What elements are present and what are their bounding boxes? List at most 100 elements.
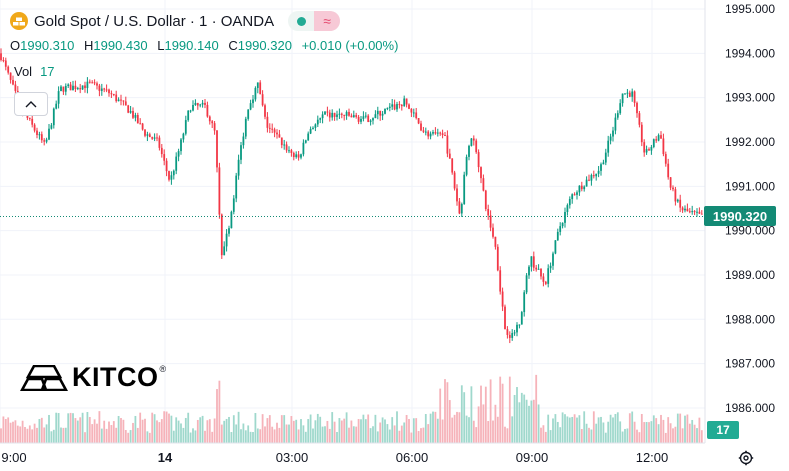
- volume-bar: [103, 420, 106, 443]
- wave-icon[interactable]: ≈: [314, 11, 341, 31]
- volume-bar: [14, 420, 17, 443]
- candle-body: [139, 123, 142, 125]
- gear-icon[interactable]: [738, 450, 754, 466]
- candle-body: [633, 91, 636, 103]
- volume-bar: [252, 432, 254, 443]
- candle-body: [316, 119, 319, 125]
- volume-bar: [400, 425, 403, 443]
- symbol-title[interactable]: Gold Spot / U.S. Dollar · 1 · OANDA: [34, 12, 275, 30]
- volume-bar: [2, 416, 5, 443]
- candle-body: [331, 112, 334, 118]
- collapse-legend-button[interactable]: [14, 92, 48, 116]
- close-value: 1990.320: [237, 38, 292, 53]
- volume-bar: [28, 425, 31, 443]
- candle-body: [470, 138, 473, 146]
- candle-body: [405, 98, 408, 105]
- candle-body: [384, 108, 386, 114]
- volume-bar: [31, 429, 34, 443]
- volume-bar: [60, 427, 62, 443]
- candle-body: [446, 135, 449, 154]
- candle-body: [165, 160, 168, 172]
- volume-bar: [151, 412, 154, 443]
- volume-bar: [559, 427, 562, 443]
- candle-body: [530, 256, 533, 267]
- candle-body: [261, 94, 264, 106]
- volume-bar: [136, 427, 139, 443]
- candle-body: [468, 145, 470, 157]
- candle-body: [232, 198, 235, 212]
- candle-body: [33, 124, 36, 131]
- volume-bar: [475, 427, 478, 443]
- candle-body: [115, 94, 118, 102]
- volume-bar: [302, 425, 305, 443]
- candle-body: [288, 150, 290, 152]
- candle-body: [571, 194, 574, 200]
- live-status-button[interactable]: [288, 11, 314, 31]
- volume-bar: [434, 411, 437, 443]
- volume-bar: [223, 420, 226, 443]
- volume-bar: [470, 386, 473, 443]
- volume-bar: [412, 418, 415, 443]
- volume-bar: [7, 417, 10, 443]
- candle-body: [492, 227, 494, 237]
- candle-body: [604, 152, 607, 163]
- candle-body: [612, 130, 614, 137]
- candle-body: [213, 123, 216, 131]
- candle-body: [684, 208, 686, 211]
- volume-bar: [477, 406, 480, 443]
- volume-bar: [568, 417, 571, 443]
- candle-body: [129, 111, 132, 113]
- candle-body: [256, 82, 259, 88]
- candle-body: [679, 199, 682, 208]
- candle-body: [31, 118, 34, 125]
- candle-body: [60, 86, 62, 92]
- candle-body: [588, 179, 590, 181]
- time-tick-label: 12:00: [636, 450, 669, 465]
- volume-bar: [309, 414, 312, 443]
- volume-bar: [684, 415, 686, 443]
- volume-bar: [52, 429, 55, 443]
- time-axis: 9:00 14 03:00 06:00 09:00 12:00: [1, 450, 668, 465]
- candle-body: [552, 253, 554, 266]
- candle-body: [300, 154, 302, 158]
- candle-body: [367, 115, 370, 122]
- volume-bar: [194, 430, 197, 443]
- volume-bar: [660, 414, 662, 443]
- candle-body: [700, 213, 703, 215]
- volume-bar: [436, 418, 439, 443]
- candle-body: [441, 133, 444, 136]
- volume-bar: [566, 416, 569, 443]
- candle-body: [408, 104, 410, 109]
- volume-bar: [283, 415, 286, 443]
- candle-body: [96, 83, 98, 86]
- volume-bar: [237, 411, 240, 443]
- volume-bar: [537, 404, 540, 443]
- candle-body: [631, 91, 634, 97]
- volume-bar: [312, 428, 314, 443]
- volume-bar: [544, 431, 547, 443]
- volume-bar: [93, 419, 96, 443]
- volume-bar: [338, 418, 341, 443]
- volume-bar: [643, 422, 646, 443]
- candle-body: [338, 113, 341, 115]
- volume-bar: [595, 423, 598, 443]
- logo-registered-mark: ®: [159, 364, 167, 374]
- volume-bar: [72, 413, 74, 443]
- candle-body: [108, 89, 110, 94]
- volume-bar: [556, 421, 559, 443]
- candle-body: [451, 158, 454, 173]
- candle-body: [662, 138, 665, 155]
- candle-body: [62, 86, 65, 92]
- candle-body: [664, 154, 667, 164]
- candle-body: [141, 123, 144, 130]
- candle-body: [429, 133, 432, 137]
- candle-body: [91, 82, 94, 84]
- status-pill[interactable]: ≈: [288, 11, 341, 31]
- volume-bar: [429, 413, 432, 443]
- volume-bar: [264, 426, 266, 443]
- volume-bar: [84, 432, 86, 443]
- volume-bar: [372, 426, 374, 443]
- volume-bar: [460, 385, 463, 443]
- candle-body: [626, 92, 629, 94]
